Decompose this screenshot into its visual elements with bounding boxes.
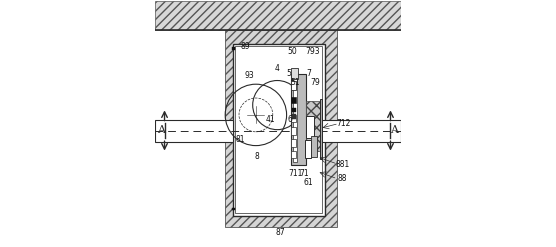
Bar [320, 99, 322, 159]
Bar [291, 151, 296, 158]
Text: 61: 61 [303, 178, 313, 187]
Text: 712: 712 [336, 119, 351, 128]
Bar [232, 47, 235, 50]
Text: 89: 89 [240, 42, 250, 51]
Text: 8: 8 [255, 152, 260, 161]
Text: 5: 5 [286, 69, 291, 78]
Bar [291, 68, 298, 79]
Text: 87: 87 [276, 228, 285, 237]
Text: 6: 6 [287, 115, 292, 124]
Text: A: A [390, 125, 398, 135]
Bar [291, 74, 306, 165]
Text: 51: 51 [290, 78, 300, 87]
Text: 71: 71 [300, 169, 309, 178]
Bar [235, 46, 322, 213]
Text: 793: 793 [306, 46, 320, 56]
Bar [291, 81, 296, 90]
Bar [155, 1, 401, 30]
Text: 79: 79 [310, 78, 320, 87]
Bar [306, 116, 314, 138]
Text: 881: 881 [335, 160, 350, 168]
Bar [291, 140, 296, 147]
Text: 7: 7 [306, 69, 311, 78]
Bar [225, 30, 337, 227]
Bar [291, 127, 296, 135]
Text: 41: 41 [266, 115, 275, 124]
Text: 93: 93 [245, 71, 255, 80]
Bar [311, 136, 316, 157]
Text: 81: 81 [235, 135, 245, 144]
Bar [321, 120, 401, 142]
Bar [305, 140, 311, 158]
Bar [291, 108, 296, 112]
Bar [306, 102, 320, 150]
Bar [232, 44, 325, 216]
Bar [291, 114, 296, 119]
Bar [291, 97, 296, 103]
Bar [293, 74, 297, 162]
Text: A: A [157, 125, 165, 135]
Text: 88: 88 [337, 174, 347, 183]
Bar [291, 115, 296, 122]
Bar [155, 120, 232, 142]
Text: 4: 4 [274, 64, 279, 73]
Text: 711: 711 [289, 169, 303, 178]
Text: 50: 50 [287, 46, 297, 56]
Bar [232, 208, 235, 210]
